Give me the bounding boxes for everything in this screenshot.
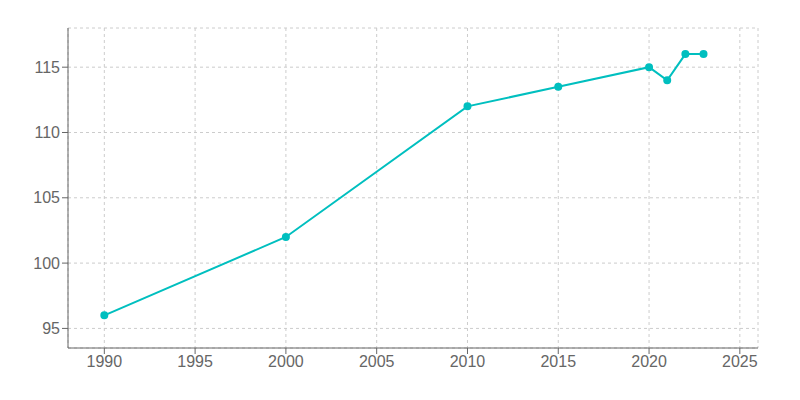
svg-text:110: 110 [34, 124, 60, 141]
svg-text:2005: 2005 [359, 353, 395, 370]
svg-text:95: 95 [42, 320, 60, 337]
svg-text:115: 115 [34, 59, 60, 76]
svg-text:2010: 2010 [450, 353, 486, 370]
svg-text:2015: 2015 [540, 353, 576, 370]
svg-text:1990: 1990 [87, 353, 123, 370]
svg-text:2020: 2020 [631, 353, 667, 370]
svg-text:2025: 2025 [722, 353, 758, 370]
svg-text:105: 105 [33, 189, 60, 206]
svg-text:100: 100 [33, 255, 60, 272]
svg-text:1995: 1995 [177, 353, 213, 370]
svg-text:2000: 2000 [268, 353, 304, 370]
